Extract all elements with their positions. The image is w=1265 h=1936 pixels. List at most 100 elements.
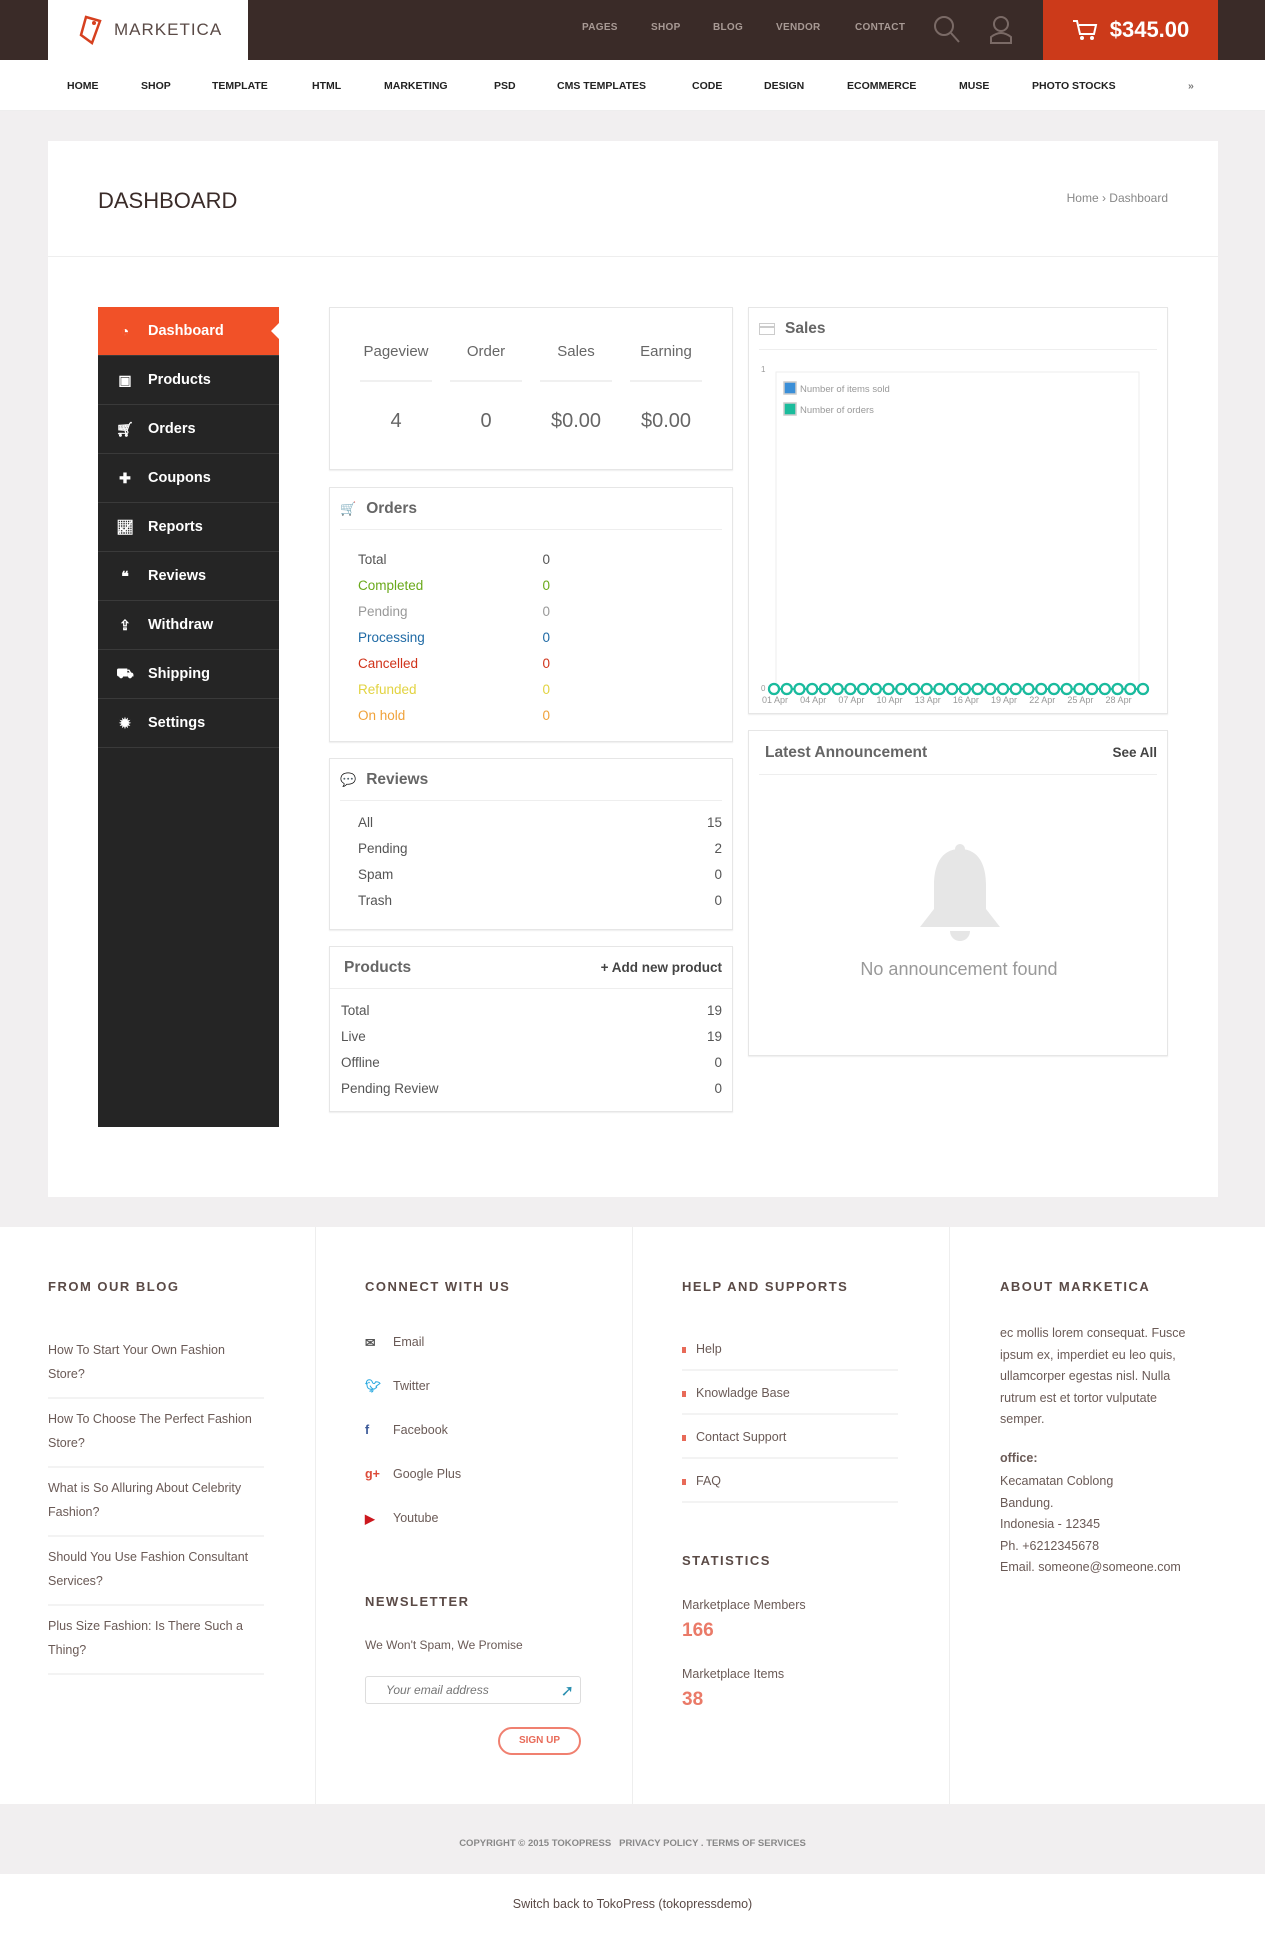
row-label: Total — [358, 551, 387, 567]
sidebar-item-withdraw[interactable]: ⇪ Withdraw — [98, 601, 279, 650]
top-link-contact[interactable]: CONTACT — [855, 22, 906, 33]
reviews-row[interactable]: Trash 0 — [358, 887, 722, 913]
cart-button[interactable]: $345.00 — [1043, 0, 1218, 60]
nav-psd[interactable]: PSD — [494, 80, 516, 92]
nav-home[interactable]: HOME — [67, 80, 99, 92]
products-row[interactable]: Offline 0 — [341, 1049, 722, 1075]
nav-marketing[interactable]: MARKETING — [384, 80, 448, 92]
nav-ecommerce[interactable]: ECOMMERCE — [847, 80, 917, 92]
nav-design[interactable]: DESIGN — [764, 80, 805, 92]
row-value: 0 — [542, 551, 550, 567]
legend-label: Number of items sold — [800, 384, 890, 395]
data-point — [984, 682, 997, 696]
blog-post-link[interactable]: Should You Use Fashion Consultant Servic… — [48, 1537, 264, 1606]
orders-row[interactable]: Cancelled 0 — [358, 650, 550, 676]
nav-html[interactable]: HTML — [312, 80, 342, 92]
blog-post-link[interactable]: Plus Size Fashion: Is There Such a Thing… — [48, 1606, 264, 1675]
social-link-google-plus[interactable]: g+ Google Plus — [365, 1467, 461, 1511]
sidebar-item-label: Withdraw — [148, 617, 214, 633]
orders-row[interactable]: On hold 0 — [358, 702, 550, 728]
sidebar-item-shipping[interactable]: ⛟ Shipping — [98, 650, 279, 699]
breadcrumb[interactable]: Home › Dashboard — [1066, 191, 1168, 205]
nav-shop[interactable]: SHOP — [141, 80, 171, 92]
more-chevron-icon[interactable]: » — [1188, 80, 1194, 92]
nav-muse[interactable]: MUSE — [959, 80, 990, 92]
office-line: Bandung. — [1000, 1495, 1054, 1510]
bullet-icon — [682, 1435, 686, 1441]
reviews-row[interactable]: All 15 — [358, 809, 722, 835]
products-row[interactable]: Total 19 — [341, 997, 722, 1023]
data-point — [996, 682, 1010, 696]
main-nav: HOME SHOP TEMPLATE HTML MARKETING PSD CM… — [0, 60, 1265, 111]
social-link-email[interactable]: ✉ Email — [365, 1335, 461, 1379]
x-tick-label: 10 Apr — [877, 695, 903, 705]
briefcase-icon: ▣ — [118, 371, 132, 388]
logo-text: MARKETICA — [114, 20, 223, 39]
logo[interactable]: MARKETICA — [48, 0, 248, 60]
newsletter-heading: NEWSLETTER — [365, 1594, 470, 1609]
top-link-blog[interactable]: BLOG — [713, 22, 744, 33]
reviews-row[interactable]: Spam 0 — [358, 861, 722, 887]
see-all-link[interactable]: See All — [1112, 745, 1157, 760]
social-link-facebook[interactable]: f Facebook — [365, 1423, 461, 1467]
blog-post-link[interactable]: How To Choose The Perfect Fashion Store? — [48, 1399, 264, 1468]
orders-row[interactable]: Total 0 — [358, 546, 550, 572]
sidebar-item-coupons[interactable]: ✚ Coupons — [98, 454, 279, 503]
help-link[interactable]: Help — [682, 1327, 898, 1371]
newsletter-email-input[interactable] — [386, 1678, 556, 1702]
sign-up-button[interactable]: SIGN UP — [498, 1727, 581, 1755]
sidebar-item-products[interactable]: ▣ Products — [98, 356, 279, 405]
data-point — [920, 682, 933, 696]
x-tick-label: 25 Apr — [1067, 695, 1093, 705]
orders-row[interactable]: Completed 0 — [358, 572, 550, 598]
top-link-pages[interactable]: PAGES — [582, 22, 618, 33]
sidebar-item-reviews[interactable]: ❝ Reviews — [98, 552, 279, 601]
sidebar-item-label: Settings — [148, 715, 206, 731]
data-point — [856, 682, 870, 696]
reviews-title: Reviews — [366, 770, 429, 788]
sidebar-item-dashboard[interactable]: ◔ Dashboard — [98, 307, 280, 356]
top-link-shop[interactable]: SHOP — [651, 22, 681, 33]
reviews-box: 💬 Reviews All 15 Pending 2 Spam 0 Trash 0 — [329, 758, 733, 930]
social-link-youtube[interactable]: ▶ Youtube — [365, 1511, 461, 1555]
products-row[interactable]: Live 19 — [341, 1023, 722, 1049]
row-label: Offline — [341, 1054, 380, 1070]
reviews-row[interactable]: Pending 2 — [358, 835, 722, 861]
sidebar-item-reports[interactable]: 📈︎ Reports — [98, 503, 279, 552]
stat-label: Order — [450, 344, 522, 382]
top-link-vendor[interactable]: VENDOR — [776, 22, 821, 33]
nav-photo-stocks[interactable]: PHOTO STOCKS — [1032, 80, 1116, 92]
help-label: FAQ — [696, 1474, 722, 1488]
newsletter-text: We Won't Spam, We Promise — [365, 1638, 523, 1652]
blog-post-link[interactable]: What is So Alluring About Celebrity Fash… — [48, 1468, 264, 1537]
social-link-twitter[interactable]: 🐦︎ Twitter — [365, 1379, 461, 1423]
divider — [48, 256, 1218, 257]
add-new-product-link[interactable]: + Add new product — [600, 960, 722, 975]
nav-template[interactable]: TEMPLATE — [212, 80, 268, 92]
stat-label: Sales — [540, 344, 612, 382]
orders-row[interactable]: Processing 0 — [358, 624, 550, 650]
email-field[interactable]: ➚ — [365, 1676, 581, 1704]
nav-cms-templates[interactable]: CMS TEMPLATES — [557, 80, 647, 92]
help-link[interactable]: FAQ — [682, 1459, 898, 1503]
orders-row[interactable]: Refunded 0 — [358, 676, 550, 702]
data-point — [869, 682, 882, 696]
copyright-text[interactable]: COPYRIGHT © 2015 TOKOPRESS PRIVACY POLIC… — [459, 1838, 806, 1849]
row-value: 15 — [706, 814, 722, 830]
orders-row[interactable]: Pending 0 — [358, 598, 550, 624]
blog-post-link[interactable]: How To Start Your Own Fashion Store? — [48, 1330, 264, 1399]
products-row[interactable]: Pending Review 0 — [341, 1075, 722, 1101]
sidebar-item-settings[interactable]: ✹ Settings — [98, 699, 279, 748]
data-point — [818, 682, 831, 696]
help-link[interactable]: Contact Support — [682, 1415, 898, 1459]
switch-back-link[interactable]: Switch back to TokoPress (tokopressdemo) — [512, 1897, 753, 1911]
help-link[interactable]: Knowladge Base — [682, 1371, 898, 1415]
send-icon[interactable]: ➚ — [560, 1683, 574, 1700]
row-label: Spam — [358, 866, 394, 882]
x-tick-label: 28 Apr — [1106, 695, 1132, 705]
user-icon[interactable] — [988, 15, 1014, 45]
sidebar-item-orders[interactable]: 🛒︎ Orders — [98, 405, 279, 454]
search-icon[interactable] — [933, 15, 961, 45]
nav-code[interactable]: CODE — [692, 80, 723, 92]
plot-area — [775, 371, 1140, 690]
